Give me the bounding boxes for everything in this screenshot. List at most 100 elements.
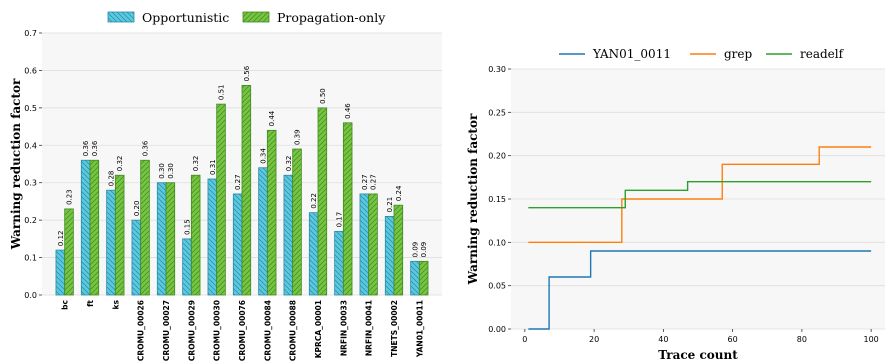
x-tick-label-yan01-00011: YAN01_00011 [415, 300, 424, 358]
legend-item-readelf: readelf [766, 47, 845, 61]
bar-y-tick-label: 0.7 [24, 29, 37, 38]
line-y-axis-label: Warning reduction factor [466, 113, 480, 285]
line-x-tick-label: 80 [797, 335, 807, 344]
series-line-yan01-0011 [528, 250, 872, 330]
data-label-propagation-only-nrfin-00041: 0.27 [370, 174, 378, 190]
line-series [528, 146, 872, 330]
line-x-tick-label: 20 [589, 335, 599, 344]
x-tick-label-cromu-00076: CROMU_00076 [238, 300, 247, 361]
data-label-propagation-only-cromu-00029: 0.32 [192, 156, 200, 172]
bar-opportunistic-cromu-00027 [156, 182, 167, 296]
data-label-propagation-only-ks: 0.32 [116, 156, 124, 172]
line-x-tick-label: 100 [864, 335, 879, 344]
bar-opportunistic-bc [55, 249, 66, 296]
data-label-opportunistic-cromu-00027: 0.30 [158, 163, 166, 179]
line-y-tick-label: 0.30 [488, 65, 506, 74]
line-y-tick-label: 0.00 [488, 325, 506, 334]
bar-y-tick-label: 0.5 [24, 104, 37, 113]
bar-y-tick-label: 0.4 [24, 141, 37, 150]
line-y-tick-label: 0.20 [488, 152, 506, 161]
data-label-propagation-only-bc: 0.23 [66, 189, 74, 205]
bar-opportunistic-cromu-00084 [258, 167, 268, 296]
bar-propagation-only-cromu-00088 [292, 148, 302, 296]
bar-opportunistic-nrfin-00041 [359, 193, 370, 296]
bar-legend: Opportunistic Propagation-only [107, 10, 386, 25]
bar-opportunistic-cromu-00076 [232, 193, 243, 296]
data-label-opportunistic-ks: 0.28 [107, 171, 115, 187]
data-label-opportunistic-yan01-00011: 0.09 [411, 242, 419, 258]
x-tick-label-ft: ft [86, 300, 95, 307]
bar-y-tick-label: 0.3 [24, 179, 37, 188]
bar-y-tick-label: 0.1 [24, 254, 37, 263]
bar-opportunistic-ft [80, 159, 91, 296]
data-label-opportunistic-cromu-00026: 0.20 [133, 201, 141, 217]
x-tick-label-nrfin-00033: NRFIN_00033 [339, 300, 348, 356]
bar-propagation-only-bc [64, 208, 74, 296]
data-label-propagation-only-cromu-00088: 0.39 [294, 129, 302, 145]
legend-label-propagation-only: Propagation-only [277, 10, 386, 25]
bar-opportunistic-cromu-00088 [283, 174, 294, 296]
series-line-readelf [528, 180, 872, 209]
bar-y-axis-label: Warning reduction factor [9, 78, 23, 250]
bar-chart: 0.00.10.20.30.40.50.60.7 0.120.230.36 0.3… [9, 10, 442, 361]
bar-opportunistic-cromu-00030 [207, 178, 218, 296]
bar-propagation-only-tnets-00002 [393, 204, 404, 296]
bar-propagation-only-ks [114, 174, 125, 296]
bar-y-ticks: 0.0 0.1 0.2 0.3 0.4 0.5 0.6 0.7 [24, 29, 42, 300]
legend-item-propagation-only: Propagation-only [242, 10, 386, 25]
bar-propagation-only-cromu-00084 [266, 129, 277, 296]
data-label-opportunistic-cromu-00088: 0.32 [285, 156, 293, 172]
legend-label-yan01-0011: YAN01_0011 [592, 47, 671, 61]
line-y-tick-label: 0.10 [488, 238, 506, 247]
x-tick-label-cromu-00026: CROMU_00026 [137, 300, 146, 361]
legend-label-grep: grep [724, 47, 753, 61]
line-chart: 0.00 0.05 0.10 0.15 0.20 0.25 0.30 0 20 40 60 80 10… [466, 47, 885, 362]
data-label-propagation-only-nrfin-00033: 0.46 [344, 103, 352, 119]
legend-swatch-opportunistic [107, 11, 135, 23]
x-tick-label-tnets-00002: TNETS_00002 [390, 300, 399, 357]
line-y-tick-label: 0.05 [488, 282, 506, 291]
bar-y-tick-label: 0.2 [24, 216, 37, 225]
x-tick-label-cromu-00088: CROMU_00088 [289, 300, 298, 361]
data-label-propagation-only-cromu-00026: 0.36 [142, 140, 150, 156]
line-x-tick-label: 60 [728, 335, 738, 344]
legend-item-grep: grep [690, 47, 753, 61]
x-tick-label-cromu-00029: CROMU_00029 [187, 300, 196, 361]
bar-propagation-only-kprca-00001 [317, 107, 328, 296]
bar-propagation-only-cromu-00076 [241, 85, 252, 296]
bar-propagation-only-nrfin-00033 [342, 122, 353, 296]
data-label-opportunistic-cromu-00029: 0.15 [183, 219, 191, 235]
data-label-opportunistic-cromu-00076: 0.27 [234, 174, 242, 190]
data-label-propagation-only-cromu-00076: 0.56 [243, 65, 251, 81]
bar-opportunistic-cromu-00026 [131, 219, 142, 296]
bar-propagation-only-cromu-00027 [165, 182, 176, 296]
line-y-tick-label: 0.25 [488, 108, 506, 117]
x-tick-label-cromu-00030: CROMU_00030 [213, 300, 222, 361]
data-label-opportunistic-bc: 0.12 [57, 230, 65, 246]
legend-label-readelf: readelf [800, 47, 845, 61]
bar-marks [55, 85, 429, 296]
bar-data-labels: 0.120.230.36 0.360.280.320.200.360.30 0.30… [57, 65, 428, 257]
line-x-tick-label: 40 [658, 335, 668, 344]
bar-propagation-only-yan01-00011 [418, 260, 429, 296]
data-label-propagation-only-ft: 0.36 [91, 140, 99, 156]
bar-propagation-only-cromu-00029 [190, 174, 201, 296]
bar-opportunistic-kprca-00001 [308, 212, 319, 296]
data-label-propagation-only-kprca-00001: 0.50 [319, 88, 327, 104]
line-y-ticks: 0.00 0.05 0.10 0.15 0.20 0.25 0.30 [488, 65, 511, 334]
line-legend: YAN01_0011 grep readelf [559, 47, 845, 61]
bar-opportunistic-yan01-00011 [410, 260, 420, 296]
legend-label-opportunistic: Opportunistic [142, 10, 229, 25]
x-tick-label-kprca-00001: KPRCA_00001 [314, 300, 323, 358]
x-tick-label-bc: bc [61, 300, 70, 310]
bar-opportunistic-cromu-00029 [182, 238, 192, 296]
data-label-opportunistic-nrfin-00033: 0.17 [335, 212, 343, 228]
data-label-propagation-only-tnets-00002: 0.24 [395, 185, 403, 201]
legend-item-yan01-0011: YAN01_0011 [559, 47, 671, 61]
x-tick-label-cromu-00084: CROMU_00084 [263, 300, 272, 361]
bar-opportunistic-tnets-00002 [384, 215, 395, 296]
x-tick-label-ks: ks [111, 299, 120, 309]
x-tick-label-nrfin-00041: NRFIN_00041 [365, 300, 374, 356]
data-label-opportunistic-kprca-00001: 0.22 [310, 193, 318, 209]
